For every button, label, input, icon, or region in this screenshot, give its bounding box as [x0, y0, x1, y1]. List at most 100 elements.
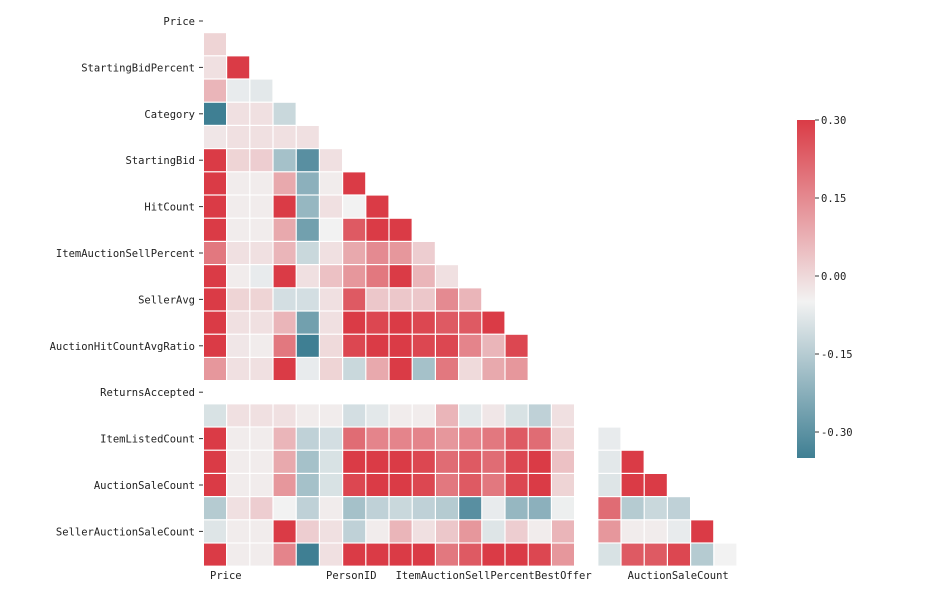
heatmap-cell — [552, 474, 574, 496]
heatmap-cell — [459, 311, 482, 334]
heatmap-cell — [412, 311, 435, 334]
heatmap-cell — [273, 520, 296, 543]
heatmap-cell — [621, 474, 644, 496]
heatmap-cell — [320, 497, 342, 520]
heatmap-cell — [250, 79, 273, 102]
heatmap-cell — [273, 427, 296, 450]
heatmap-cell — [227, 543, 250, 566]
heatmap-cell — [436, 474, 458, 496]
heatmap-cell — [668, 543, 690, 566]
heatmap-cell — [505, 427, 528, 450]
heatmap-cell — [389, 218, 412, 241]
heatmap-cell — [343, 450, 366, 473]
heatmap-cell — [227, 149, 250, 172]
heatmap-cell — [227, 126, 250, 148]
heatmap-cell — [250, 427, 273, 450]
heatmap-cell — [598, 450, 621, 473]
heatmap-cell — [250, 102, 273, 125]
heatmap-cell — [204, 474, 226, 496]
heatmap-cell — [482, 334, 505, 357]
y-tick-label: ItemAuctionSellPercent — [56, 248, 195, 260]
heatmap-cell — [250, 126, 273, 148]
heatmap-cell — [459, 497, 482, 520]
heatmap-cell — [320, 195, 342, 218]
heatmap-cell — [552, 427, 574, 450]
heatmap-cell — [296, 126, 319, 148]
heatmap-cell — [343, 427, 366, 450]
heatmap-cell — [366, 288, 389, 311]
heatmap-cell — [598, 543, 621, 566]
heatmap-cell — [412, 404, 435, 427]
heatmap-cell — [343, 404, 366, 427]
heatmap-cell — [528, 497, 551, 520]
heatmap-cell — [668, 520, 690, 543]
heatmap-cell — [320, 427, 342, 450]
heatmap-cell — [366, 497, 389, 520]
heatmap-cell — [296, 265, 319, 288]
heatmap-cell — [343, 311, 366, 334]
heatmap-cell — [459, 358, 482, 380]
heatmap-cell — [389, 543, 412, 566]
heatmap-cell — [621, 520, 644, 543]
heatmap-cell — [389, 288, 412, 311]
heatmap-cell — [273, 172, 296, 195]
heatmap-cell — [227, 172, 250, 195]
heatmap-cell — [250, 358, 273, 380]
heatmap-cell — [204, 288, 226, 311]
heatmap-cell — [366, 520, 389, 543]
heatmap-cell — [505, 474, 528, 496]
heatmap-cell — [528, 543, 551, 566]
y-tick-label: ReturnsAccepted — [100, 387, 195, 399]
heatmap-cell — [389, 242, 412, 264]
heatmap-cell — [505, 450, 528, 473]
heatmap-cell — [389, 427, 412, 450]
colorbar-tick-label: 0.30 — [821, 115, 846, 127]
heatmap-cell — [227, 450, 250, 473]
x-tick-label: Price — [210, 570, 242, 582]
heatmap-cell — [273, 288, 296, 311]
heatmap-cell — [227, 358, 250, 380]
heatmap-cell — [320, 218, 342, 241]
colorbar: 0.30 0.15 0.00 -0.15 -0.30 — [797, 115, 853, 458]
heatmap-cell — [366, 311, 389, 334]
heatmap-cell — [505, 497, 528, 520]
heatmap-cell — [389, 334, 412, 357]
colorbar-tick-label: -0.15 — [821, 349, 853, 361]
y-tick-label: HitCount — [144, 202, 195, 214]
heatmap-cell — [389, 474, 412, 496]
heatmap-cell — [691, 543, 714, 566]
heatmap-cell — [459, 520, 482, 543]
heatmap-cell — [343, 195, 366, 218]
heatmap-cell — [227, 242, 250, 264]
heatmap-cell — [412, 474, 435, 496]
heatmap-cell — [459, 450, 482, 473]
heatmap-cell — [296, 543, 319, 566]
heatmap-cell — [598, 497, 621, 520]
heatmap-cell — [273, 311, 296, 334]
heatmap-cell — [296, 497, 319, 520]
y-tick-label: Category — [144, 109, 195, 121]
x-axis-ticks: Price PersonID ItemAuctionSellPercent BestO… — [210, 570, 729, 582]
heatmap-cell — [482, 311, 505, 334]
heatmap-cell — [296, 450, 319, 473]
heatmap-cell — [204, 427, 226, 450]
heatmap-cell — [250, 497, 273, 520]
heatmap-cell — [644, 497, 667, 520]
heatmap-cell — [366, 543, 389, 566]
heatmap-cell — [505, 404, 528, 427]
heatmap-cell — [343, 288, 366, 311]
y-tick-label: SellerAuctionSaleCount — [56, 526, 195, 538]
heatmap-cell — [273, 126, 296, 148]
heatmap-cell — [296, 195, 319, 218]
heatmap-cell — [320, 242, 342, 264]
heatmap-cell — [436, 520, 458, 543]
heatmap-cell — [528, 450, 551, 473]
heatmap-cell — [273, 358, 296, 380]
heatmap-cell — [296, 149, 319, 172]
heatmap-cell — [204, 497, 226, 520]
heatmap-cell — [412, 543, 435, 566]
heatmap-cell — [436, 427, 458, 450]
heatmap-cell — [250, 172, 273, 195]
heatmap-cell — [528, 427, 551, 450]
